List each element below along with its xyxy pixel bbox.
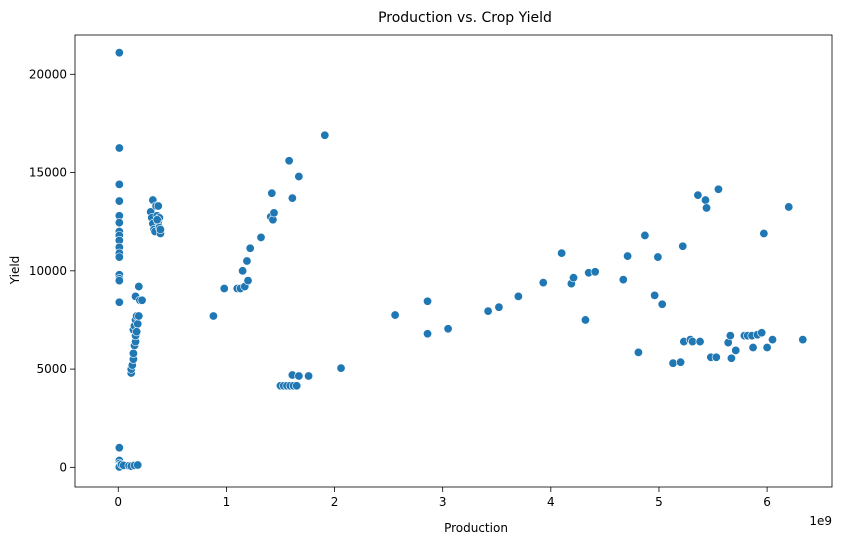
data-point — [726, 353, 736, 363]
data-point — [294, 171, 304, 181]
data-point — [304, 371, 314, 381]
data-point — [483, 306, 493, 316]
data-point — [725, 331, 735, 341]
data-point — [702, 203, 712, 213]
data-point — [676, 357, 686, 367]
y-axis-label: Yield — [8, 256, 22, 286]
data-point — [623, 251, 633, 261]
data-point — [133, 319, 143, 329]
x-tick-label: 2 — [331, 495, 339, 509]
data-point — [757, 328, 767, 338]
data-point — [700, 195, 710, 205]
plot-frame — [74, 34, 833, 488]
data-point — [128, 348, 138, 358]
data-point — [242, 256, 252, 266]
y-tick-label: 10000 — [29, 264, 67, 278]
data-point — [443, 324, 453, 334]
data-point — [569, 273, 579, 283]
data-point — [133, 460, 143, 470]
plot-area — [74, 34, 833, 488]
data-point — [294, 371, 304, 381]
data-point — [114, 196, 124, 206]
data-point — [653, 252, 663, 262]
data-point — [269, 208, 279, 218]
x-axis-label: Production — [444, 521, 508, 535]
x-tick-label: 0 — [114, 495, 122, 509]
y-tick-label: 5000 — [36, 362, 67, 376]
data-point — [287, 193, 297, 203]
data-point — [513, 291, 523, 301]
data-point — [693, 190, 703, 200]
data-point — [640, 230, 650, 240]
data-point — [219, 284, 229, 294]
data-point — [633, 347, 643, 357]
data-point — [114, 218, 124, 228]
data-point — [687, 337, 697, 347]
data-point — [538, 278, 548, 288]
data-point — [238, 266, 248, 276]
data-point — [580, 315, 590, 325]
data-point — [114, 179, 124, 189]
data-point — [657, 299, 667, 309]
data-point — [798, 335, 808, 345]
data-point — [153, 201, 163, 211]
data-point — [711, 352, 721, 362]
data-point — [731, 345, 741, 355]
y-tick-label: 15000 — [29, 166, 67, 180]
data-point — [784, 202, 794, 212]
data-points — [114, 48, 808, 472]
data-point — [759, 228, 769, 238]
data-point — [423, 296, 433, 306]
data-point — [678, 241, 688, 251]
chart-title: Production vs. Crop Yield — [378, 10, 552, 26]
data-point — [284, 156, 294, 166]
data-point — [208, 311, 218, 321]
x-tick-label: 5 — [655, 495, 663, 509]
data-point — [114, 48, 124, 58]
data-point — [695, 337, 705, 347]
data-point — [650, 290, 660, 300]
data-point — [768, 335, 778, 345]
data-point — [267, 188, 277, 198]
x-axis-ticks: 0 1 2 3 4 5 6 — [114, 487, 771, 509]
data-point — [618, 275, 628, 285]
data-point — [256, 232, 266, 242]
x-axis-offset-label: 1e9 — [809, 514, 832, 528]
data-point — [134, 311, 144, 321]
data-point — [114, 252, 124, 262]
data-point — [713, 184, 723, 194]
data-point — [668, 358, 678, 368]
data-point — [114, 443, 124, 453]
data-point — [748, 342, 758, 352]
data-point — [292, 381, 302, 391]
data-point — [152, 215, 162, 225]
y-tick-label: 20000 — [29, 67, 67, 81]
data-point — [336, 363, 346, 373]
data-point — [320, 130, 330, 140]
x-tick-label: 3 — [439, 495, 447, 509]
data-point — [114, 143, 124, 153]
data-point — [423, 329, 433, 339]
y-tick-label: 0 — [59, 460, 67, 474]
data-point — [557, 248, 567, 258]
data-point — [134, 282, 144, 292]
data-point — [155, 225, 165, 235]
data-point — [132, 327, 142, 337]
x-tick-label: 1 — [223, 495, 231, 509]
data-point — [114, 276, 124, 286]
data-point — [137, 295, 147, 305]
data-point — [590, 267, 600, 277]
x-tick-label: 6 — [763, 495, 771, 509]
data-point — [390, 310, 400, 320]
data-point — [243, 276, 253, 286]
x-tick-label: 4 — [547, 495, 555, 509]
data-point — [762, 342, 772, 352]
y-axis-ticks: 0 5000 10000 15000 20000 — [29, 67, 75, 474]
data-point — [114, 297, 124, 307]
data-point — [494, 302, 504, 312]
data-point — [245, 243, 255, 253]
